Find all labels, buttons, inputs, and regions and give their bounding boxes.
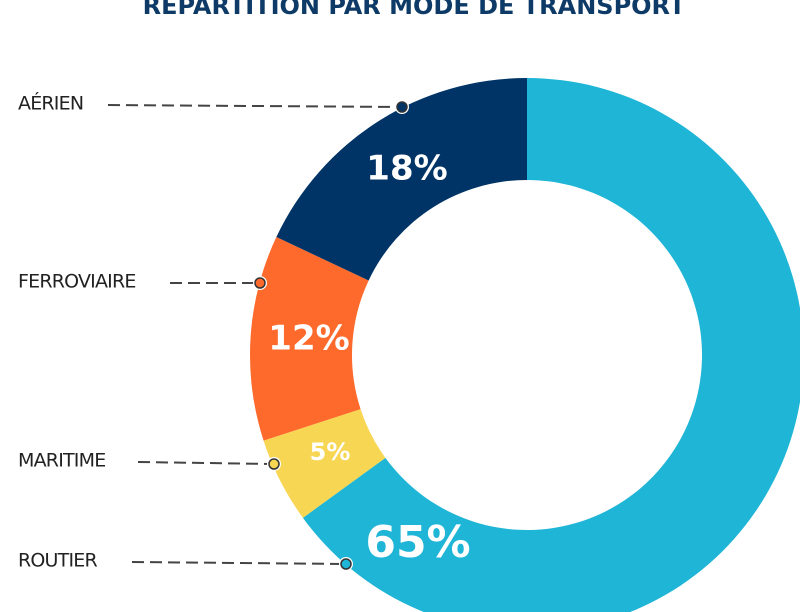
donut-slice [263, 409, 386, 518]
category-label: AÉRIEN [18, 92, 83, 115]
value-label: 65% [365, 517, 470, 568]
leader-dot-core [254, 277, 266, 289]
leader-dot-core [268, 458, 280, 470]
value-label: 18% [366, 149, 447, 189]
value-label: 5% [310, 438, 351, 466]
leader-line [131, 561, 347, 565]
value-label: 12% [268, 319, 349, 359]
leader-dot-core [340, 558, 352, 570]
leader-dot-core [396, 101, 408, 113]
category-label: MARITIME [18, 450, 105, 472]
donut-slice [276, 78, 527, 281]
donut-slice [249, 237, 369, 441]
donut-slice [302, 78, 800, 612]
leader-line [137, 461, 275, 465]
chart-title: RÉPARTITION PAR MODE DE TRANSPORT [143, 0, 686, 20]
leader-line [107, 104, 403, 108]
category-label: ROUTIER [18, 550, 97, 572]
category-label: FERROVIAIRE [18, 271, 136, 293]
